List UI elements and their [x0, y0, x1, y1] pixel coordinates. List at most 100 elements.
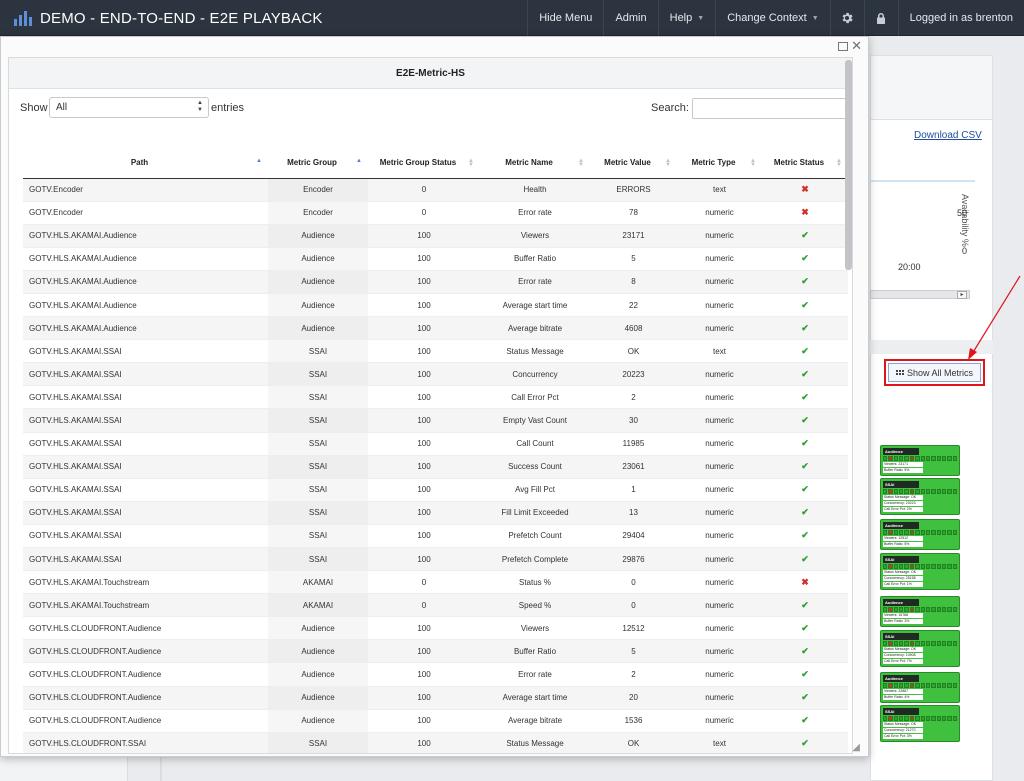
topology-node-audience[interactable]: Audience Viewers: 22887 Buffer Ratio: 4% [880, 672, 960, 703]
table-row[interactable]: GOTV.HLS.AKAMAI.SSAI SSAI 100 Call Error Pc… [23, 385, 848, 410]
cell-group: SSAI [268, 455, 368, 479]
table-row[interactable]: GOTV.HLS.CLOUDFRONT.Audience Audience 100 B… [23, 639, 848, 664]
scroll-right-icon[interactable]: ▸ [957, 291, 967, 299]
cell-group: SSAI [268, 432, 368, 456]
cell-group-status: 100 [368, 339, 480, 364]
topology-node-ssai[interactable]: SSAI Status Message: OK Concurrency: 20223… [880, 478, 960, 515]
table-row[interactable]: GOTV.HLS.AKAMAI.Audience Audience 100 Avera… [23, 316, 848, 341]
sort-icon: ▲ ▼ [750, 158, 756, 168]
cell-value: 20 [590, 686, 677, 710]
table-row[interactable]: GOTV.HLS.CLOUDFRONT.Audience Audience 100 A… [23, 686, 848, 710]
app-brand[interactable]: DEMO - END-TO-END - E2E PLAYBACK [14, 0, 323, 36]
cell-value: 2 [590, 385, 677, 410]
table-row[interactable]: GOTV.HLS.CLOUDFRONT.Audience Audience 100 A… [23, 709, 848, 733]
table-row[interactable]: GOTV.HLS.AKAMAI.Audience Audience 100 Viewe… [23, 224, 848, 248]
show-all-metrics-button[interactable]: Show All Metrics [888, 363, 981, 382]
topology-node-audience[interactable]: Audience Viewers: 15788 Buffer Ratio: 3% [880, 596, 960, 627]
table-row[interactable]: GOTV.HLS.CLOUDFRONT.Audience Audience 100 V… [23, 616, 848, 641]
lock-button[interactable] [863, 0, 898, 36]
resize-grip-icon[interactable]: ◢ [852, 742, 860, 753]
cell-value: OK [590, 339, 677, 364]
table-row[interactable]: GOTV.HLS.AKAMAI.Audience Audience 100 Avera… [23, 293, 848, 318]
table-row[interactable]: GOTV.HLS.AKAMAI.SSAI SSAI 100 Success Count… [23, 455, 848, 479]
show-label: Show [20, 102, 48, 114]
table-row[interactable]: GOTV.HLS.AKAMAI.SSAI SSAI 100 Avg Fill Pct 1… [23, 478, 848, 502]
node-status-bar [883, 716, 958, 721]
node-metric-line: Buffer Ratio: 5% [883, 542, 923, 547]
table-row[interactable]: GOTV.HLS.AKAMAI.SSAI SSAI 100 Fill Limit Ex… [23, 501, 848, 525]
cell-type: text [677, 178, 762, 202]
cell-type: numeric [677, 501, 762, 525]
header-metric-value[interactable]: Metric Value ▲ ▼ [590, 148, 677, 179]
header-metric-group[interactable]: Metric Group ▲ [268, 148, 368, 179]
table-row[interactable]: GOTV.Encoder Encoder 0 Health ERRORS text ✖ [23, 178, 848, 202]
check-icon: ✔ [801, 276, 809, 287]
chart-scrollbar[interactable] [870, 290, 970, 299]
cell-value: 23171 [590, 224, 677, 248]
cell-name: Buffer Ratio [480, 247, 590, 271]
header-path[interactable]: Path ▲ [23, 148, 268, 179]
check-icon: ✔ [801, 669, 809, 680]
header-metric-type[interactable]: Metric Type ▲ ▼ [677, 148, 762, 179]
table-row[interactable]: GOTV.Encoder Encoder 0 Error rate 78 numeric ✖ [23, 201, 848, 225]
admin-label: Admin [615, 12, 647, 24]
close-icon[interactable]: ✕ [851, 38, 862, 53]
check-icon: ✔ [801, 507, 809, 518]
table-row[interactable]: GOTV.HLS.AKAMAI.SSAI SSAI 100 Prefetch Comp… [23, 547, 848, 572]
header-metric-group-status[interactable]: Metric Group Status ▲ ▼ [368, 148, 480, 179]
help-menu[interactable]: Help ▼ [657, 0, 716, 36]
table-row[interactable]: GOTV.HLS.CLOUDFRONT.Audience Audience 100 E… [23, 662, 848, 687]
table-row[interactable]: GOTV.HLS.AKAMAI.SSAI SSAI 100 Concurrency 20… [23, 362, 848, 387]
cell-path: GOTV.HLS.CLOUDFRONT.Audience [23, 616, 268, 641]
minimize-icon[interactable] [838, 42, 849, 51]
node-metric-line: Concurrency: 20223 [883, 501, 923, 506]
search-input[interactable] [692, 98, 850, 119]
table-row[interactable]: GOTV.HLS.AKAMAI.Touchstream AKAMAI 0 Speed … [23, 593, 848, 618]
header-metric-status[interactable]: Metric Status ▲ ▼ [762, 148, 848, 179]
node-metric-line: Status Message: OK [883, 647, 923, 652]
annotation-highlight-box [884, 359, 985, 386]
table-row[interactable]: GOTV.HLS.AKAMAI.SSAI SSAI 100 Empty Vast Co… [23, 408, 848, 433]
admin-menu[interactable]: Admin [603, 0, 657, 36]
cell-group-status: 100 [368, 293, 480, 318]
user-menu[interactable]: Logged in as brenton [897, 0, 1024, 36]
node-metric-line: Viewers: 15788 [883, 613, 923, 618]
table-row[interactable]: GOTV.HLS.AKAMAI.Touchstream AKAMAI 0 Status… [23, 570, 848, 595]
hide-menu-button[interactable]: Hide Menu [527, 0, 603, 36]
check-icon: ✔ [801, 715, 809, 726]
cell-path: GOTV.HLS.CLOUDFRONT.SSAI [23, 732, 268, 753]
metrics-dialog: ✕ E2E-Metric-HS Show All ▲ ▼ entries Sear… [0, 36, 869, 757]
settings-button[interactable] [829, 0, 864, 36]
download-csv-link[interactable]: Download CSV [914, 130, 982, 141]
cell-value: 11985 [590, 432, 677, 456]
change-context-menu[interactable]: Change Context ▼ [715, 0, 829, 36]
table-row[interactable]: GOTV.HLS.CLOUDFRONT.SSAI SSAI 100 Status Me… [23, 732, 848, 753]
table-row[interactable]: GOTV.HLS.AKAMAI.SSAI SSAI 100 Call Count 119… [23, 432, 848, 456]
dashboard-panel-header [870, 55, 993, 120]
table-body: GOTV.Encoder Encoder 0 Health ERRORS text ✖ GOT… [23, 178, 848, 753]
table-row[interactable]: GOTV.HLS.AKAMAI.Audience Audience 100 Error… [23, 270, 848, 294]
cell-status: ✔ [762, 432, 848, 456]
cell-name: Empty Vast Count [480, 408, 590, 433]
cell-path: GOTV.HLS.AKAMAI.Touchstream [23, 593, 268, 618]
table-row[interactable]: GOTV.HLS.AKAMAI.Audience Audience 100 Buffe… [23, 247, 848, 271]
cell-group: Audience [268, 616, 368, 641]
table-row[interactable]: GOTV.HLS.AKAMAI.SSAI SSAI 100 Status Messag… [23, 339, 848, 364]
topology-node-ssai[interactable]: SSAI Status Message: OK Concurrency: 10908… [880, 630, 960, 667]
cell-group-status: 0 [368, 570, 480, 595]
topology-node-ssai[interactable]: SSAI Status Message: OK Concurrency: 21270… [880, 705, 960, 742]
cell-value: 1 [590, 478, 677, 502]
topology-node-ssai[interactable]: SSAI Status Message: OK Concurrency: 25158… [880, 553, 960, 590]
topology-node-audience[interactable]: Audience Viewers: 23171 Buffer Ratio: 5% [880, 445, 960, 476]
cell-type: numeric [677, 408, 762, 433]
header-metric-name[interactable]: Metric Name ▲ ▼ [480, 148, 590, 179]
cell-group: Audience [268, 686, 368, 710]
entries-select[interactable]: All ▲ ▼ [49, 97, 209, 118]
check-icon: ✔ [801, 461, 809, 472]
topology-node-audience[interactable]: Audience Viewers: 12512 Buffer Ratio: 5% [880, 519, 960, 550]
cell-type: numeric [677, 316, 762, 341]
cell-type: numeric [677, 270, 762, 294]
check-icon: ✔ [801, 322, 809, 333]
dialog-scrollbar[interactable] [845, 60, 852, 270]
table-row[interactable]: GOTV.HLS.AKAMAI.SSAI SSAI 100 Prefetch Coun… [23, 524, 848, 549]
